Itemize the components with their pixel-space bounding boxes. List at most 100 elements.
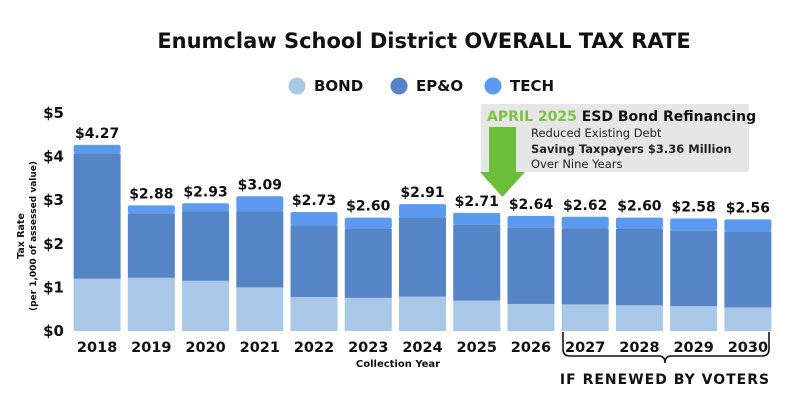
bar-ep-o-2019 — [127, 213, 175, 278]
total-label-2026: $2.64 — [509, 197, 554, 213]
legend-swatch-tech — [484, 77, 502, 95]
legend-label-bond: BOND — [314, 77, 363, 95]
bar-tech-2025 — [453, 212, 501, 225]
y-axis: $0 $1 $2 $3 $4 $5 — [43, 104, 64, 340]
bar-bond-2023 — [344, 297, 392, 331]
total-label-2025: $2.71 — [455, 194, 499, 210]
legend-label-ep-o: EP&O — [416, 77, 463, 95]
bar-stack-2027 — [561, 216, 609, 331]
callout-line-2: Saving Taxpayers $3.36 Million — [531, 142, 732, 156]
bar-stack-2028 — [615, 217, 663, 331]
callout-line-3: Over Nine Years — [531, 157, 622, 171]
x-axis-title: Collection Year — [356, 359, 440, 370]
y-tick-label: $2 — [43, 235, 64, 253]
x-tick-label-2030: 2030 — [728, 340, 768, 356]
y-tick-label: $3 — [43, 191, 64, 209]
x-tick-label-2021: 2021 — [240, 340, 280, 356]
legend: BOND EP&O TECH — [288, 77, 554, 95]
renewal-brace-icon — [562, 332, 770, 364]
total-labels: $4.27 $2.88 $2.93 $3.09 $2.73 $2.60 $2.91 $2.71… — [75, 126, 770, 217]
bar-stack-2024 — [399, 204, 446, 331]
bar-bond-2018 — [73, 278, 121, 331]
total-label-2018: $4.27 — [75, 126, 119, 142]
bar-bond-2025 — [453, 300, 501, 331]
bar-bond-2022 — [290, 296, 338, 331]
total-label-2019: $2.88 — [129, 186, 173, 202]
bar-ep-o-2025 — [453, 224, 501, 301]
total-label-2023: $2.60 — [346, 199, 391, 215]
bar-stack-2018 — [73, 144, 121, 331]
bar-tech-2028 — [615, 217, 663, 229]
bar-tech-2026 — [507, 215, 555, 228]
legend-swatch-ep-o — [390, 77, 408, 95]
bar-tech-2020 — [182, 203, 230, 212]
bar-tech-2029 — [670, 218, 718, 231]
callout-title: APRIL 2025 ESD Bond Refinancing — [487, 109, 756, 125]
bar-tech-2019 — [127, 205, 175, 214]
x-tick-label-2026: 2026 — [511, 340, 551, 356]
callout-arrow-icon — [480, 127, 525, 197]
bar-bond-2029 — [670, 306, 718, 331]
total-label-2020: $2.93 — [183, 184, 227, 200]
bar-stack-2025 — [453, 212, 501, 331]
bar-tech-2024 — [399, 204, 446, 218]
y-tick-label: $4 — [43, 148, 64, 166]
bar-tech-2027 — [561, 216, 609, 229]
renewal-bracket: IF RENEWED BY VOTERS — [560, 332, 770, 388]
bar-stack-2020 — [182, 203, 230, 331]
y-axis-title: Tax Rate — [16, 213, 27, 259]
chart-title: Enumclaw School District OVERALL TAX RAT… — [157, 29, 690, 53]
callout-background — [481, 104, 749, 172]
total-label-2028: $2.60 — [617, 199, 662, 215]
bar-bond-2024 — [399, 296, 446, 331]
x-axis: 2018 2019 2020 2021 2022 2023 2024 2025 2026 2027… — [77, 340, 768, 356]
total-label-2030: $2.56 — [726, 200, 770, 216]
bar-bond-2020 — [182, 280, 230, 331]
bar-bond-2028 — [615, 305, 663, 331]
bar-tech-2018 — [73, 144, 121, 154]
total-label-2029: $2.58 — [672, 200, 716, 216]
bar-bond-2021 — [236, 287, 284, 331]
y-tick-label: $5 — [43, 104, 64, 122]
bar-tech-2030 — [724, 219, 772, 232]
bars — [73, 144, 772, 331]
total-label-2024: $2.91 — [400, 185, 444, 201]
x-tick-label-2018: 2018 — [77, 340, 117, 356]
bar-ep-o-2018 — [73, 153, 121, 279]
bar-ep-o-2030 — [724, 231, 772, 308]
x-tick-label-2028: 2028 — [619, 340, 659, 356]
bar-bond-2030 — [724, 307, 772, 331]
total-label-2022: $2.73 — [292, 193, 336, 209]
total-label-2027: $2.62 — [563, 198, 607, 214]
bar-tech-2022 — [290, 211, 338, 226]
bar-bond-2026 — [507, 303, 555, 331]
bar-tech-2023 — [344, 217, 392, 229]
bar-tech-2021 — [236, 196, 284, 212]
x-tick-label-2029: 2029 — [673, 340, 713, 356]
bar-bond-2027 — [561, 304, 609, 331]
bar-ep-o-2024 — [399, 217, 446, 297]
legend-swatch-bond — [288, 77, 306, 95]
legend-label-tech: TECH — [510, 77, 554, 95]
bar-ep-o-2021 — [236, 211, 284, 288]
bar-ep-o-2022 — [290, 225, 338, 297]
bar-ep-o-2028 — [615, 228, 663, 306]
bar-stack-2021 — [236, 196, 284, 331]
x-tick-label-2025: 2025 — [457, 340, 497, 356]
x-tick-label-2024: 2024 — [402, 340, 442, 356]
callout-line-1: Reduced Existing Debt — [531, 126, 662, 140]
bar-stack-2029 — [670, 218, 718, 331]
x-tick-label-2022: 2022 — [294, 340, 334, 356]
bar-ep-o-2027 — [561, 228, 609, 305]
bar-stack-2019 — [127, 205, 175, 331]
bar-ep-o-2020 — [182, 211, 230, 281]
callout-title-rest: ESD Bond Refinancing — [577, 109, 756, 125]
bar-ep-o-2023 — [344, 228, 392, 298]
refinancing-callout: APRIL 2025 ESD Bond Refinancing Reduced … — [480, 104, 756, 197]
bar-stack-2023 — [344, 217, 392, 331]
x-tick-label-2027: 2027 — [565, 340, 605, 356]
bar-stack-2022 — [290, 211, 338, 331]
y-tick-label: $0 — [43, 322, 64, 340]
bar-bond-2019 — [127, 277, 175, 331]
